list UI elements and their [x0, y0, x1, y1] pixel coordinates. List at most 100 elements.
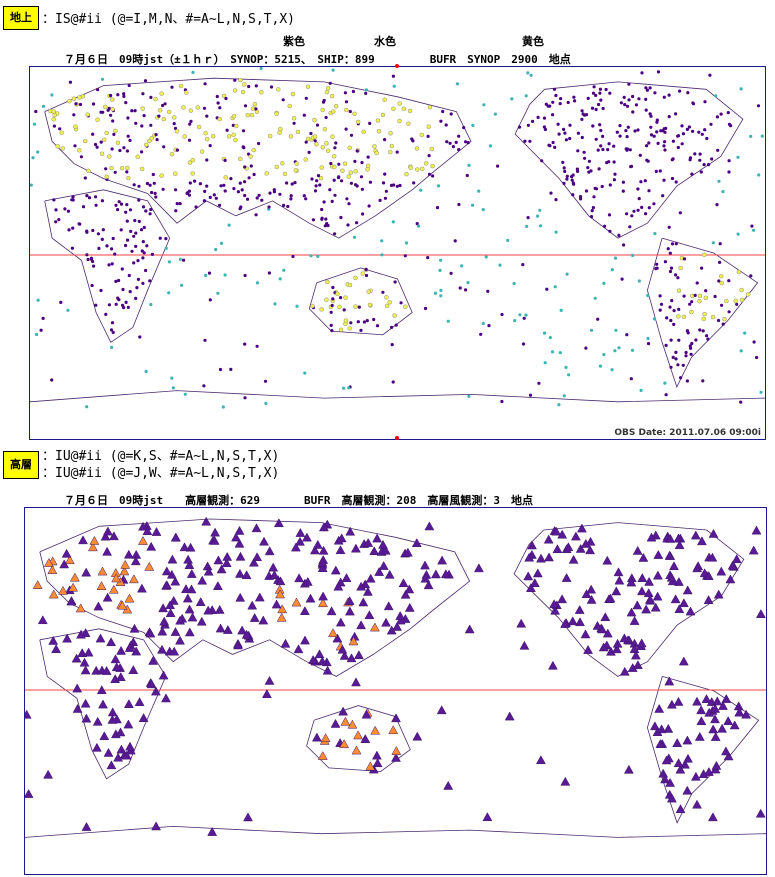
- upper-air-station-triangle: [231, 532, 241, 542]
- station-dot: [419, 132, 424, 138]
- upper-air-station-triangle: [269, 570, 280, 580]
- station-dot: [612, 160, 616, 164]
- upper-air-station-triangle: [345, 526, 356, 536]
- upper-air-station-triangle: [59, 559, 70, 569]
- station-dot: [125, 149, 129, 153]
- station-dot: [412, 181, 416, 185]
- upper-air-station-triangle: [557, 529, 568, 539]
- station-dot: [407, 108, 413, 114]
- station-dot: [137, 198, 141, 202]
- station-dot: [85, 405, 89, 409]
- upper-air-station-triangle: [412, 731, 423, 741]
- upper-air-station-triangle: [125, 741, 135, 751]
- upper-air-station-triangle: [158, 670, 169, 680]
- upper-info-line: ７月６日 09時jst 高層観測：629 BUFR 高層観測：208 高層風観測…: [64, 494, 533, 507]
- station-dot: [35, 332, 39, 337]
- station-dot: [34, 109, 38, 114]
- upper-air-station-triangle: [100, 531, 111, 541]
- station-dot: [42, 104, 46, 108]
- upper-air-station-triangle: [703, 571, 714, 580]
- upper-air-station-triangle: [632, 600, 643, 610]
- station-dot: [481, 321, 485, 326]
- station-dot: [30, 183, 33, 187]
- station-dot: [739, 287, 744, 293]
- station-dot: [310, 177, 314, 181]
- station-dot: [320, 216, 324, 220]
- station-dot: [757, 173, 761, 177]
- upper-air-station-triangle: [586, 594, 597, 604]
- station-dot: [268, 191, 272, 195]
- station-dot: [114, 302, 118, 306]
- station-dot: [366, 289, 371, 294]
- coastline-antarctica: [30, 390, 765, 403]
- station-dot: [549, 191, 553, 195]
- station-dot: [175, 148, 179, 152]
- station-dot: [601, 106, 605, 111]
- upper-air-station-triangle: [598, 642, 609, 652]
- station-dot: [330, 329, 334, 333]
- upper-air-station-triangle: [293, 644, 304, 654]
- station-dot: [360, 271, 365, 276]
- upper-air-station-triangle: [690, 771, 701, 781]
- station-dot: [457, 134, 461, 138]
- upper-air-station-triangle: [276, 612, 287, 622]
- station-dot: [347, 386, 351, 390]
- station-dot: [460, 264, 464, 268]
- upper-air-station-triangle: [241, 570, 252, 580]
- upper-air-station-triangle: [222, 551, 233, 561]
- station-dot: [355, 221, 359, 225]
- station-dot: [423, 306, 428, 311]
- upper-air-station-triangle: [300, 635, 310, 645]
- station-dot: [333, 146, 337, 150]
- station-dot: [648, 86, 652, 90]
- upper-air-station-triangle: [151, 526, 162, 536]
- station-dot: [315, 179, 319, 183]
- station-dot: [254, 84, 258, 88]
- station-dot: [453, 239, 457, 243]
- station-dot: [314, 141, 319, 147]
- station-dot: [392, 313, 397, 318]
- station-dot: [710, 157, 714, 161]
- surface-bottom-marker: [395, 436, 399, 440]
- upper-air-station-triangle: [370, 725, 381, 735]
- station-dot: [714, 94, 718, 98]
- station-dot: [562, 127, 566, 131]
- station-dot: [655, 130, 659, 134]
- station-dot: [589, 215, 594, 219]
- station-dot: [104, 130, 109, 136]
- station-dot: [652, 317, 657, 321]
- upper-air-station-triangle: [380, 545, 391, 555]
- station-dot: [445, 140, 449, 144]
- station-dot: [735, 302, 739, 306]
- station-dot: [661, 129, 665, 133]
- station-dot: [309, 254, 313, 258]
- station-dot: [656, 141, 660, 145]
- station-dot: [224, 96, 228, 101]
- station-dot: [99, 288, 103, 293]
- station-dot: [681, 132, 686, 136]
- upper-air-station-triangle: [332, 633, 343, 643]
- station-dot: [344, 107, 349, 113]
- station-dot: [562, 166, 566, 170]
- upper-air-station-triangle: [420, 573, 431, 583]
- upper-air-station-triangle: [703, 595, 714, 604]
- station-dot: [676, 288, 682, 293]
- station-dot: [107, 154, 112, 159]
- station-dot: [637, 97, 641, 101]
- station-dot: [324, 141, 329, 146]
- station-dot: [357, 305, 361, 309]
- upper-air-station-triangle: [142, 526, 153, 536]
- upper-air-station-triangle: [694, 731, 705, 741]
- station-dot: [257, 193, 261, 197]
- station-dot: [397, 118, 402, 124]
- station-dot: [287, 103, 292, 109]
- station-dot: [676, 145, 680, 150]
- station-dot: [711, 241, 715, 245]
- station-dot: [94, 203, 98, 207]
- station-dot: [655, 262, 659, 266]
- station-dot: [164, 237, 168, 241]
- station-dot: [743, 331, 747, 335]
- station-dot: [54, 208, 58, 212]
- station-dot: [141, 205, 146, 209]
- station-dot: [185, 191, 189, 195]
